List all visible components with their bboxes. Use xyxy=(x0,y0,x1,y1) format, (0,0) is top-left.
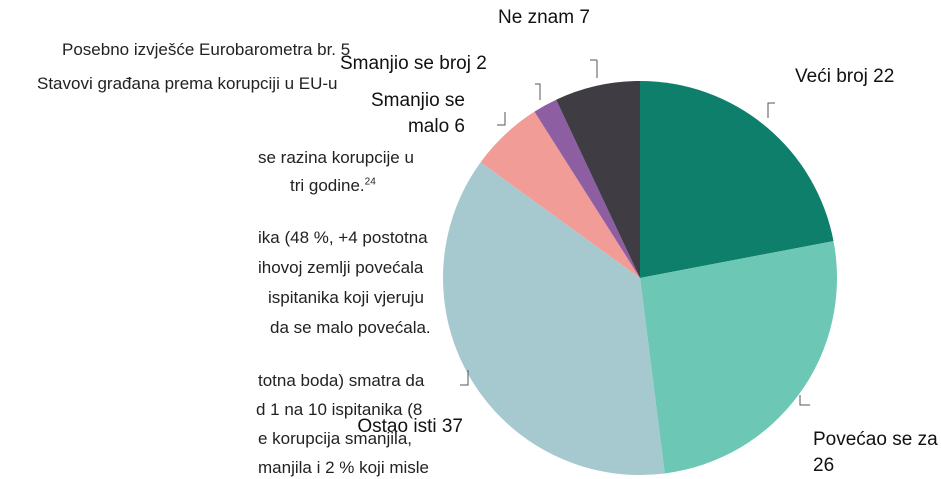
text: tri godine. xyxy=(290,176,365,195)
pie-slice xyxy=(640,241,837,474)
leader-line xyxy=(535,83,541,100)
text-line: ispitanika koji vjeruju xyxy=(268,288,424,307)
slice-label: Povećao se za 26 xyxy=(813,427,938,479)
pie-slice xyxy=(534,99,640,278)
text-line: d 1 na 10 ispitanika (8 xyxy=(256,400,423,419)
text-line: e korupcija smanjila, xyxy=(258,429,413,448)
leader-line xyxy=(799,395,810,406)
label-value: 7 xyxy=(579,7,590,28)
text-line: se razina korupcije u xyxy=(258,148,414,167)
text-line: manjila i 2 % koji misle xyxy=(258,458,429,477)
label-value: 26 xyxy=(813,455,835,476)
slice-label: Ne znam 7 xyxy=(498,5,590,31)
label-name: Povećao se za xyxy=(813,429,938,450)
text-line: ihovoj zemlji povećala xyxy=(258,258,424,277)
slice-label: Smanjio se malo 6 xyxy=(353,88,465,140)
text-line: da se malo povećala. xyxy=(270,318,431,337)
leader-line xyxy=(460,370,469,386)
leader-lines xyxy=(460,59,810,406)
label-name: Ne znam xyxy=(498,7,575,28)
header-line: Posebno izvješće Eurobarometra br. 5 xyxy=(62,40,351,59)
text-line: tri godine.24 xyxy=(290,176,376,196)
leader-line xyxy=(497,112,506,126)
label-value: 2 xyxy=(476,53,487,74)
label-name: Smanjio se broj xyxy=(340,53,471,74)
text-line: ika (48 %, +4 postotna xyxy=(258,228,428,247)
label-name: Smanjio se malo xyxy=(371,90,465,137)
pie-slice xyxy=(556,81,640,278)
leader-line xyxy=(767,102,775,118)
label-value: 22 xyxy=(873,66,895,87)
footnote-ref: 24 xyxy=(364,176,376,188)
pie-slice xyxy=(480,111,640,279)
pie-slice xyxy=(640,81,834,278)
slice-label: Veći broj 22 xyxy=(795,64,894,90)
label-value: 6 xyxy=(454,116,465,137)
pie-slice xyxy=(442,162,665,475)
text-line: totna boda) smatra da xyxy=(258,371,425,390)
header-line: Stavovi građana prema korupciji u EU-u xyxy=(37,74,338,93)
label-name: Ostao isti xyxy=(357,416,437,437)
slice-label: Smanjio se broj 2 xyxy=(340,51,487,77)
label-value: 37 xyxy=(441,416,463,437)
slice-label: Ostao isti 37 xyxy=(353,414,463,440)
label-name: Veći broj xyxy=(795,66,868,87)
